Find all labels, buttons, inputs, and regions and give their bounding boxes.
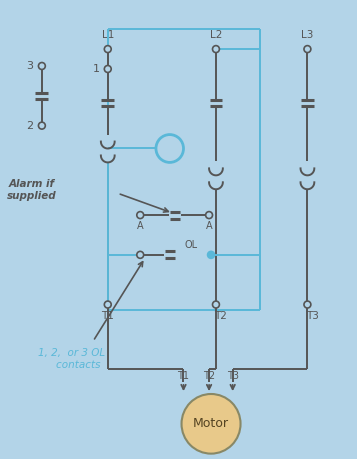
Text: T2: T2 [203,371,215,381]
Text: A: A [206,221,212,231]
Circle shape [181,394,241,453]
Text: T2: T2 [215,312,227,321]
Text: A: A [137,221,144,231]
Circle shape [104,45,111,53]
Circle shape [206,212,212,218]
Circle shape [137,252,144,258]
Circle shape [304,301,311,308]
Text: Motor: Motor [193,417,229,431]
Circle shape [304,45,311,53]
Text: T3: T3 [227,371,239,381]
Circle shape [207,252,215,258]
Text: L2: L2 [210,30,222,40]
Text: L1: L1 [102,30,114,40]
Text: OL: OL [185,240,198,250]
Circle shape [104,66,111,73]
Text: 2: 2 [26,121,34,131]
Text: T3: T3 [306,312,319,321]
Circle shape [212,45,220,53]
Text: 3: 3 [26,61,34,71]
Circle shape [212,301,220,308]
Circle shape [156,134,183,162]
Text: 1: 1 [92,64,100,74]
Text: Alarm if
supplied: Alarm if supplied [7,179,57,201]
Circle shape [104,301,111,308]
Text: 1, 2,  or 3 OL
    contacts: 1, 2, or 3 OL contacts [38,348,105,370]
Circle shape [137,212,144,218]
Text: T1: T1 [101,312,114,321]
Text: T1: T1 [177,371,190,381]
Circle shape [39,122,45,129]
Text: L3: L3 [301,30,313,40]
Circle shape [39,62,45,69]
